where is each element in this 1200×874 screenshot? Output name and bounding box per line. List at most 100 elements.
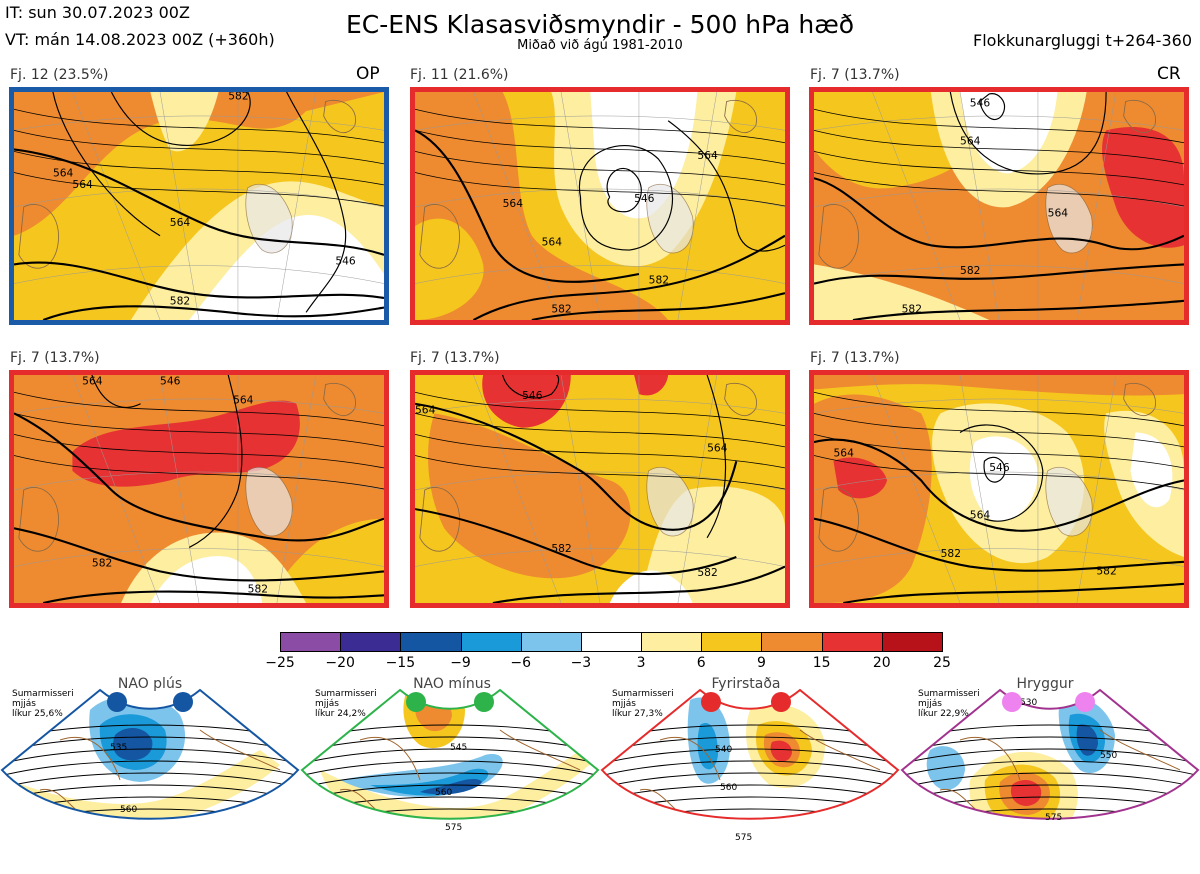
map-canvas: 564 582 582 546 564 [814,375,1184,603]
height-contour [902,736,1198,753]
contour-label: 546 [970,96,991,109]
regime-canvas: 530 550 575 [900,688,1200,836]
height-contour [814,172,1184,207]
height-contour [706,375,727,539]
contour-label: 545 [450,743,467,753]
contour-label: 564 [970,509,991,522]
contour-label: 582 [170,295,190,308]
parallel-line [814,115,1184,131]
colorbar-tick-label: −25 [265,655,295,671]
cluster-map-panel-1: 564 564 582 582 546 564 [9,87,389,325]
meridian-line [72,92,161,320]
height-contour [415,108,785,144]
cluster-map-panel-2: 564 582 582 546 564 564 [410,87,790,325]
parallel-line [415,548,785,567]
parallel-line [415,398,785,414]
regime-season: Sumarmisseri [12,689,74,699]
colorbar-tick-label: 25 [933,655,951,671]
colorbar-segment [340,632,402,652]
coastline [724,383,757,417]
anomaly-area [415,218,484,320]
height-contour [602,760,898,777]
parallel-line [415,265,785,284]
parallel-line [14,548,384,567]
height-contour [983,456,1006,483]
colorbar-segment [821,632,883,652]
contour-label: 564 [707,442,728,455]
colorbar-tick-label: 6 [696,655,706,671]
contour-label: 564 [415,403,436,416]
height-contour [900,821,1200,836]
contour-label: 582 [248,583,268,596]
regime-blocking-info: Sumarmisseri mjjás líkur 27,3% [612,689,674,719]
height-contour [286,92,347,313]
anomaly-area [1102,126,1184,248]
meridian-line [959,92,1000,320]
meridian-line [473,375,562,603]
height-contour [902,748,1198,765]
colorbar-tick-label: −20 [325,655,355,671]
meridian-line [959,375,1000,603]
parallel-line [814,548,1184,567]
anomaly-area [420,778,482,795]
height-contour [14,527,384,582]
height-contour [14,261,384,300]
height-contour [415,455,785,490]
colorbar-segment [761,632,823,652]
height-contour [814,129,1184,165]
panel-3-tag: CR [1157,64,1181,84]
regime-marker-dot [701,692,721,712]
anomaly-area [428,413,631,579]
regime-marker-dot [406,692,426,712]
regime-smoothing: mjjás [918,699,942,709]
height-contour [2,772,298,789]
contour-label: 582 [960,264,980,277]
height-contour [814,455,1184,490]
height-contour [14,391,384,427]
contour-label: 560 [720,783,737,793]
height-contour [814,438,1184,532]
page-subtitle: Miðað við ágú 1981-2010 [517,38,683,53]
height-contour [91,375,141,408]
panel-4-label: Fj. 7 (13.7%) [10,350,100,366]
regime-smoothing: mjjás [12,699,36,709]
contour-label: 582 [228,92,248,103]
anomaly-area [113,728,153,761]
panel-1-tag: OP [356,64,380,84]
regime-smoothing: mjjás [315,699,339,709]
contour-label: 575 [735,833,752,843]
contour-label: 564 [960,135,981,148]
contour-label: 582 [902,302,922,315]
contour-label: 550 [1100,751,1117,761]
regime-outline [0,688,300,820]
colorbar-segment [280,632,342,652]
regime-nao-minus-map: 545 560 575 [300,670,600,870]
regime-canvas: 540 560 575 [600,688,900,843]
height-contour [606,167,642,213]
parallel-line [14,398,384,414]
height-contour [814,391,1184,427]
colorbar-segment [580,632,643,652]
regime-nao-plus-info: Sumarmisseri mjjás líkur 25,6% [12,689,74,719]
height-contour [949,92,1107,175]
meridian-line [276,375,317,603]
anomaly-area [770,740,792,762]
height-contour [814,263,1184,285]
anomaly-area [1010,779,1042,806]
meridian-line [677,375,718,603]
height-contour [415,129,640,283]
contour-label: 560 [435,788,452,798]
contour-label: 546 [989,461,1010,474]
regime-outline [600,688,900,820]
classification-window: Flokkunargluggi t+264-360 [973,31,1192,50]
contour-label: 546 [335,255,356,268]
height-contour [814,434,1184,469]
height-contour [415,508,737,576]
colorbar-tick-label: 20 [872,655,891,671]
contour-label: 564 [170,216,191,229]
landmass [245,183,293,254]
valid-time: VT: mán 14.08.2023 00Z (+360h) [5,30,275,49]
contour-label: 582 [1096,564,1116,577]
contour-label: 546 [634,192,655,205]
